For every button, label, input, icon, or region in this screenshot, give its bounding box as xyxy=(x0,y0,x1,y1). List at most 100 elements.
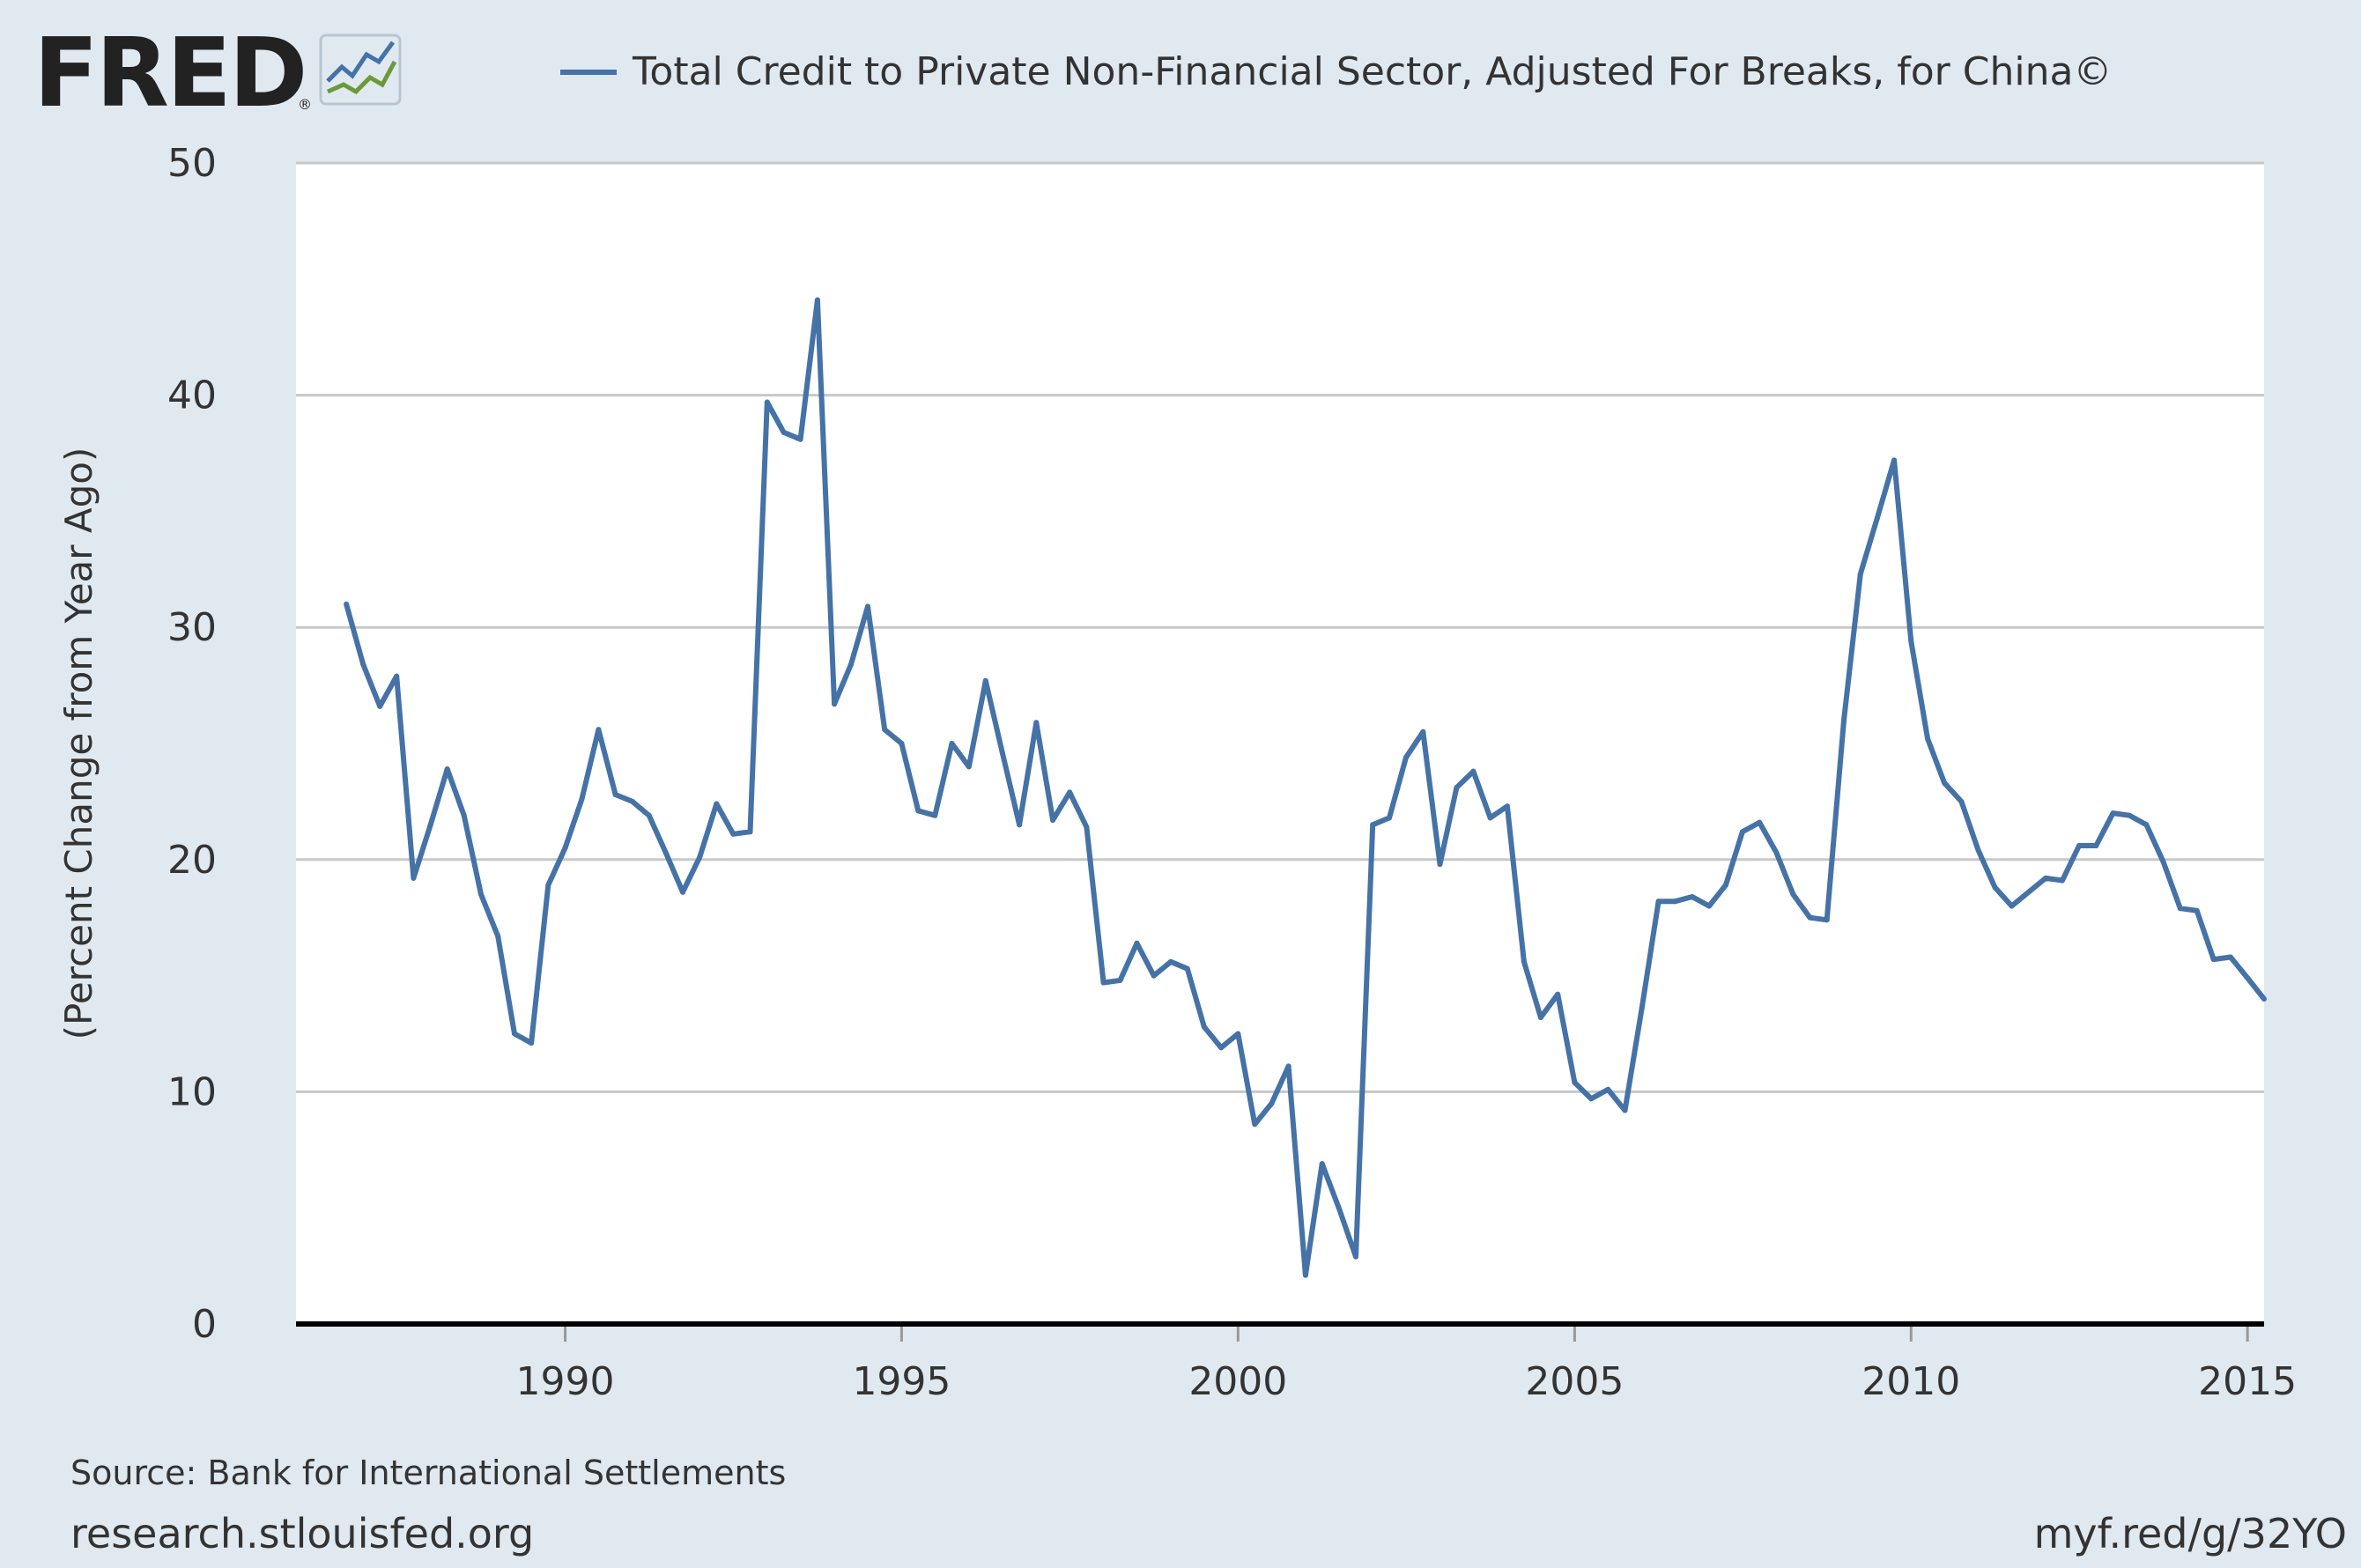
x-tick-label: 2015 xyxy=(2198,1359,2297,1404)
x-tick-label: 2005 xyxy=(1525,1359,1624,1404)
y-tick-label: 10 xyxy=(167,1069,217,1114)
data-point xyxy=(2261,996,2267,1002)
data-point xyxy=(1807,914,1813,921)
y-axis-label: (Percent Change from Year Ago) xyxy=(57,447,100,1040)
data-point xyxy=(847,662,854,668)
registered-mark: ® xyxy=(298,96,312,113)
data-point xyxy=(2143,822,2150,828)
data-point xyxy=(1841,717,1847,723)
data-point xyxy=(1050,817,1056,823)
x-axis-ticks: 1990 1995 2000 2005 2010 2015 xyxy=(516,1326,2297,1404)
data-point xyxy=(512,1031,517,1037)
data-point xyxy=(1151,973,1157,979)
data-point xyxy=(1017,822,1023,828)
data-point xyxy=(1420,729,1426,735)
data-point xyxy=(1942,780,1948,786)
data-point xyxy=(377,703,383,709)
data-point xyxy=(1235,1031,1241,1037)
data-point xyxy=(646,812,652,818)
data-point xyxy=(2093,843,2099,848)
data-point xyxy=(545,882,551,888)
data-point xyxy=(562,845,568,851)
data-point xyxy=(2194,907,2200,913)
data-point xyxy=(1319,1161,1325,1167)
data-point xyxy=(730,831,736,837)
data-point xyxy=(1655,899,1662,905)
fred-logo[interactable]: FRED ® xyxy=(33,18,402,129)
data-point xyxy=(697,854,703,861)
data-point xyxy=(478,891,484,898)
data-point xyxy=(1184,965,1190,972)
data-point xyxy=(1689,894,1695,899)
data-point xyxy=(2076,843,2082,848)
data-point xyxy=(1100,980,1106,986)
data-point xyxy=(1757,819,1763,825)
data-point xyxy=(1487,815,1493,821)
data-point xyxy=(662,849,669,855)
data-point xyxy=(1572,1079,1578,1085)
data-point xyxy=(915,808,921,814)
data-point xyxy=(1857,571,1863,577)
legend-label: Total Credit to Private Non-Financial Se… xyxy=(632,49,2112,94)
data-point xyxy=(999,750,1005,756)
data-point xyxy=(1874,515,1880,521)
data-point xyxy=(2025,889,2032,895)
data-point xyxy=(1134,940,1140,946)
data-point xyxy=(1537,1015,1543,1020)
data-point xyxy=(2160,859,2166,865)
data-point xyxy=(1605,1086,1611,1092)
data-point xyxy=(932,812,938,818)
plot-area xyxy=(296,163,2264,1324)
data-point xyxy=(1555,991,1561,997)
data-point xyxy=(1504,803,1510,810)
data-point xyxy=(612,792,618,797)
data-point xyxy=(814,297,820,303)
data-point xyxy=(629,798,635,804)
data-point xyxy=(832,701,838,707)
x-tick-label: 2000 xyxy=(1188,1359,1287,1404)
data-point xyxy=(1067,789,1073,795)
data-point xyxy=(444,766,450,772)
data-point xyxy=(714,801,720,807)
data-point xyxy=(1773,849,1780,855)
data-point xyxy=(579,796,585,802)
data-point xyxy=(2245,975,2251,981)
series-points xyxy=(344,297,2267,1278)
fred-logo-chart-icon xyxy=(319,33,402,106)
data-point xyxy=(1992,884,1998,891)
y-tick-label: 40 xyxy=(167,374,217,418)
gridlines xyxy=(296,161,2264,1093)
data-point xyxy=(1269,1100,1275,1106)
data-point xyxy=(1353,1254,1358,1260)
y-tick-label: 20 xyxy=(167,838,217,883)
data-point xyxy=(966,764,972,770)
series-group xyxy=(344,297,2267,1278)
data-point xyxy=(1454,785,1460,791)
data-point xyxy=(1033,720,1040,726)
short-link[interactable]: myf.red/g/32YO xyxy=(2034,1510,2347,1557)
site-link[interactable]: research.stlouisfed.org xyxy=(70,1510,534,1557)
data-point xyxy=(394,673,400,679)
data-point xyxy=(2177,906,2183,912)
data-point xyxy=(360,662,366,668)
data-point xyxy=(529,1040,535,1046)
data-point xyxy=(865,603,870,610)
data-point xyxy=(781,429,787,435)
data-point xyxy=(2227,954,2233,960)
data-point xyxy=(2060,877,2065,884)
fred-logo-text: FRED xyxy=(33,18,305,129)
source-note: Source: Bank for International Settlemen… xyxy=(70,1453,786,1492)
data-point xyxy=(1739,829,1745,835)
data-point xyxy=(2110,810,2116,817)
data-point xyxy=(1285,1063,1292,1069)
data-point xyxy=(1790,891,1796,898)
data-point xyxy=(1403,754,1409,760)
data-point xyxy=(680,889,685,895)
data-point xyxy=(1672,899,1678,905)
data-point xyxy=(1622,1107,1628,1113)
data-point xyxy=(882,727,888,733)
data-point xyxy=(344,601,350,607)
data-point xyxy=(427,822,433,828)
data-point xyxy=(1302,1272,1308,1278)
data-point xyxy=(1908,639,1914,644)
